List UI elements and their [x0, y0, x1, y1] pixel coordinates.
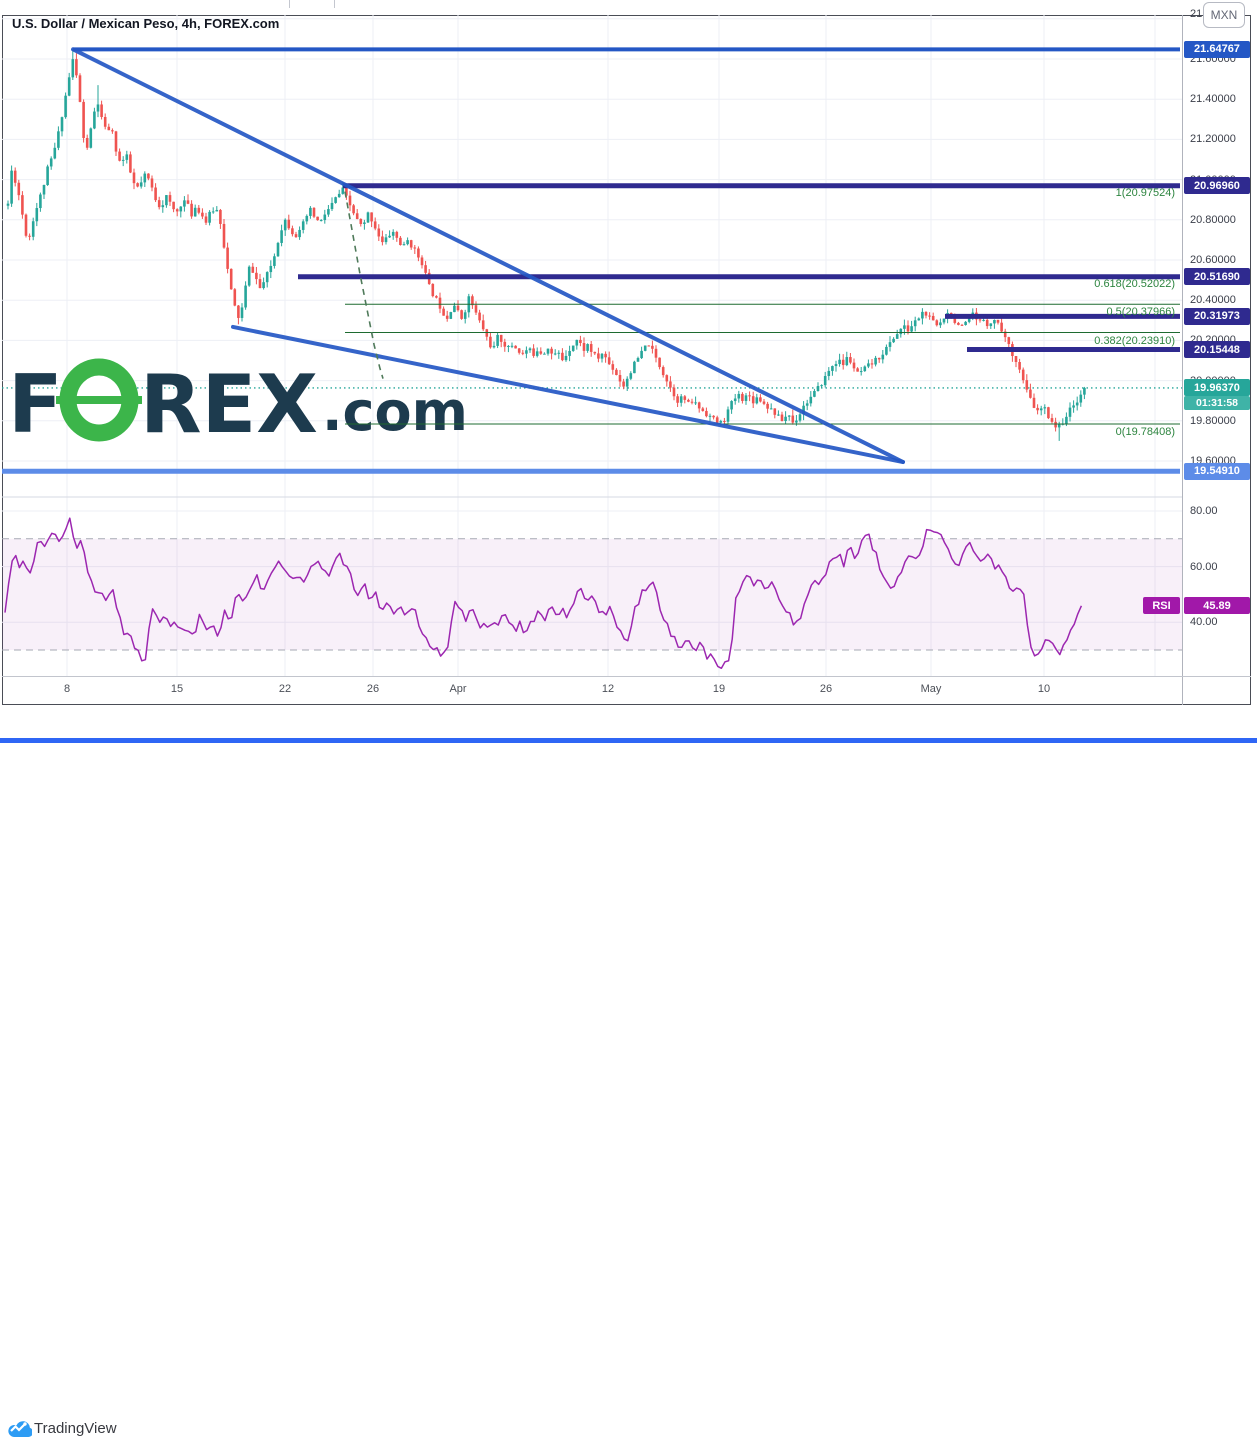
price-tick-label: 20.60000: [1190, 254, 1236, 266]
chart-frame: [2, 15, 1251, 705]
price-tick-label: 21.40000: [1190, 93, 1236, 106]
time-tick-label: May: [920, 683, 942, 695]
fib-level-label: 0(19.78408): [1115, 425, 1175, 438]
time-tick-label: 19: [712, 683, 726, 695]
rsi-indicator-badge: RSI: [1143, 597, 1180, 614]
price-level-badge: 20.31973: [1184, 307, 1250, 325]
current-price-badge: 19.96370: [1184, 379, 1250, 397]
price-level-badge: 20.96960: [1184, 177, 1250, 195]
time-tick-label: 22: [278, 683, 292, 695]
price-level-badge: 20.51690: [1184, 268, 1250, 286]
watermark-letter-f: F: [8, 358, 63, 451]
fib-level-label: 0.382(20.23910): [1094, 334, 1175, 347]
rsi-line: [4, 517, 1083, 670]
chart-title: U.S. Dollar / Mexican Peso, 4h, FOREX.co…: [12, 16, 280, 31]
time-tick-label: 26: [366, 683, 380, 695]
top-crop-tick: [334, 0, 335, 8]
sketch-dashed-line: [344, 191, 384, 379]
rsi-band: [2, 538, 1182, 650]
price-level-badge: 20.15448: [1184, 341, 1250, 359]
rsi-tick-label: 40.00: [1190, 616, 1218, 629]
bar-countdown-badge: 01:31:58: [1184, 396, 1250, 411]
rsi-tick-label: 80.00: [1190, 505, 1218, 517]
price-tick-label: 19.80000: [1190, 414, 1236, 427]
time-tick-label: Apr: [449, 683, 467, 695]
rsi-value-badge: 45.89: [1184, 597, 1250, 615]
time-axis-separator: [2, 676, 1251, 677]
trendline: [71, 47, 905, 465]
bottom-accent-strip: [0, 738, 1257, 743]
quote-currency-badge[interactable]: MXN: [1203, 2, 1245, 28]
candlestick-series: [6, 49, 1086, 441]
price-level-badge: 19.54910: [1184, 462, 1250, 480]
price-level-badge: 21.64767: [1184, 40, 1250, 58]
forex-watermark: F REX .com: [8, 358, 468, 451]
footer: TradingView: [0, 706, 1257, 1438]
price-tick-label: 20.40000: [1190, 294, 1236, 307]
rsi-tick-label: 60.00: [1190, 560, 1218, 573]
top-crop-tick: [289, 0, 290, 8]
tradingview-brand-text[interactable]: TradingView: [34, 1420, 117, 1437]
tradingview-logo-icon[interactable]: [6, 1418, 32, 1440]
price-axis-separator: [1182, 15, 1183, 705]
time-tick-label: 10: [1037, 683, 1051, 695]
price-tick-label: 20.80000: [1190, 213, 1236, 226]
watermark-letter-o-icon: [56, 358, 142, 442]
time-tick-label: 26: [819, 683, 833, 695]
chart-canvas[interactable]: F REX .com: [2, 15, 1251, 705]
fib-level-label: 0.618(20.52022): [1094, 278, 1175, 291]
price-tick-label: 21.20000: [1190, 133, 1236, 146]
fib-level-label: 0.5(20.37966): [1106, 306, 1176, 319]
trendline: [231, 324, 905, 465]
watermark-letters-rex: REX: [140, 358, 318, 451]
fib-level-label: 1(20.97524): [1115, 186, 1175, 199]
time-tick-label: 8: [63, 683, 71, 695]
watermark-suffix-com: .com: [322, 380, 468, 443]
time-tick-label: 12: [601, 683, 615, 695]
time-tick-label: 15: [170, 683, 184, 695]
